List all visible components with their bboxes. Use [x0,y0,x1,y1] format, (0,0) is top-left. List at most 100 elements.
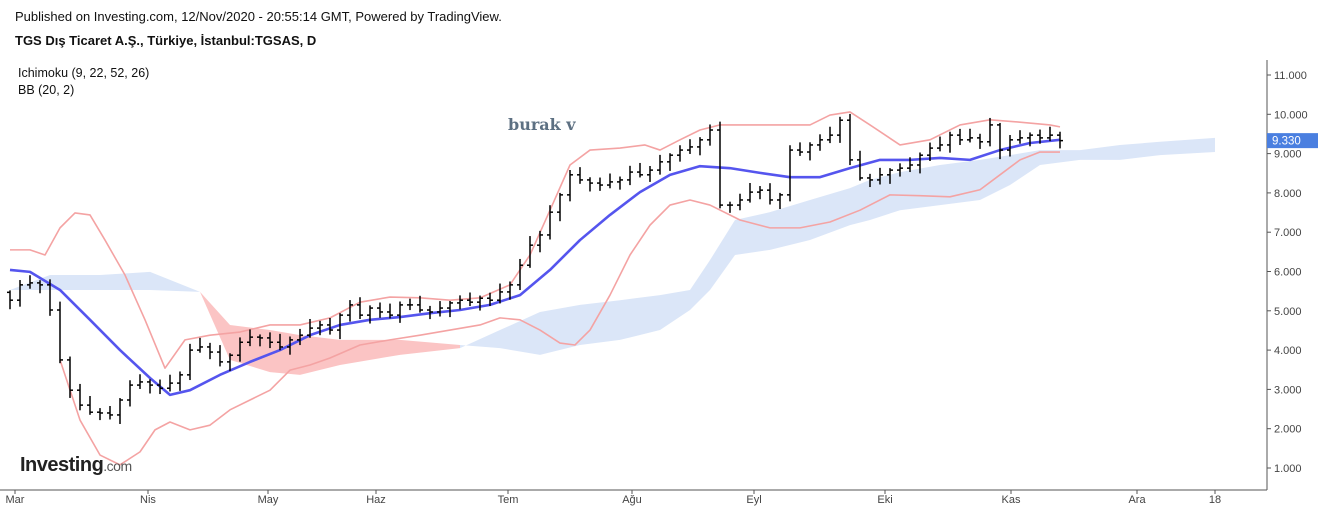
cloud-segment [940,159,980,206]
indicator-ichimoku[interactable]: Ichimoku (9, 22, 52, 26) [18,66,150,80]
x-tick-label: Mar [6,494,25,506]
ohlc-bar [637,162,643,178]
chart-title: TGS Dış Ticaret A.Ş., Türkiye, İstanbul:… [15,33,317,48]
ohlc-bar [827,126,833,144]
ohlc-bar [1047,126,1053,142]
bb-basis-line [9,138,1061,397]
x-tick-label: Kas [1002,494,1021,506]
ohlc-bar [607,173,613,189]
y-tick-label: 6.000 [1274,267,1302,279]
ohlc-bar [957,128,963,146]
ohlc-bar [927,142,933,161]
ohlc-bar [347,300,353,322]
y-tick-label: 1.000 [1274,463,1302,475]
ohlc-bar [287,336,293,355]
investing-logo: Investing.com [20,454,132,476]
ohlc-bar [677,145,683,162]
ohlc-bar [757,186,763,200]
ohlc-bar [207,342,213,360]
ohlc-bar [117,398,123,424]
ohlc-bar [807,142,813,161]
ohlc-bar [987,117,993,147]
cloud-segment [1080,144,1120,160]
ohlc-bar [147,379,153,394]
cloud-segment [810,188,850,241]
x-tick-label: Nis [140,494,156,506]
ohlc-bar [967,128,973,143]
ohlc-bar [917,152,923,174]
ohlc-bar [317,320,323,336]
cloud-segment [870,172,900,221]
x-tick-label: Ara [1128,494,1146,506]
ohlc-bar [587,177,593,192]
ohlc-bar [507,281,513,300]
ohlc-bar [907,157,913,173]
cloud-segment [400,339,460,355]
indicator-bb[interactable]: BB (20, 2) [18,83,75,97]
ohlc-bar [867,173,873,188]
ohlc-bar [27,275,33,289]
ohlc-bar [337,313,343,340]
ohlc-bar [107,406,113,420]
ohlc-bar [277,333,283,351]
ohlc-bar [127,380,133,407]
y-tick-label: 2.000 [1274,424,1302,436]
cloud-segment [690,260,710,311]
ohlc-bar [687,139,693,154]
svg-text:9.330: 9.330 [1272,136,1301,148]
ohlc-bar [887,168,893,184]
ohlc-bar [177,371,183,391]
ohlc-bar [647,165,653,182]
ohlc-bar [997,122,1003,160]
ohlc-bar [377,302,383,318]
y-tick-label: 3.000 [1274,384,1302,396]
cloud-segment [1120,141,1160,160]
ohlc-bar [367,305,373,324]
ohlc-bar [897,163,903,177]
author-annotation: burak v [508,115,576,134]
cloud-segment [900,164,940,211]
x-tick-label: Haz [366,494,386,506]
cloud-segment [1040,150,1080,165]
y-axis: 1.000 2.000 3.000 4.000 5.000 6.000 7.000 8.000… [1267,70,1308,475]
ohlc-bar [437,301,443,317]
x-tick-label: 18 [1209,494,1221,506]
cloud-segment [735,212,770,255]
ohlc-bar [797,142,803,156]
bb-lower-line [59,151,1060,466]
cloud-segment [340,339,400,366]
ohlc-bar [1007,135,1013,157]
x-tick-label: Eyl [746,494,761,506]
x-tick-label: May [258,494,279,506]
ohlc-bar [747,183,753,203]
ohlc-bar [407,298,413,311]
ohlc-bar [847,113,853,166]
ohlc-bar [1017,130,1023,144]
ohlc-bar [557,192,563,222]
ohlc-bar [1027,132,1033,147]
cloud-segment [1160,137,1215,156]
cloud-segment [50,275,100,290]
x-tick-label: Ağu [622,494,642,506]
ohlc-bar [417,295,423,313]
ohlc-bar [947,131,953,153]
y-tick-label: 9.000 [1274,149,1302,161]
ohlc-bar [47,279,53,316]
ohlc-bar [567,169,573,202]
ohlc-bar [247,329,253,347]
ohlc-bar [217,345,223,367]
ohlc-bar [977,133,983,149]
cloud-segment [850,179,870,226]
ohlc-bar [737,193,743,211]
x-tick-label: Tem [498,494,519,506]
ohlc-bar [817,134,823,151]
ohlc-bar [497,283,503,304]
ohlc-bar [237,337,243,362]
cloud-segment [620,295,660,340]
ohlc-bar [1037,129,1043,144]
ohlc-bar [227,353,233,371]
cloud-segment [580,300,620,345]
y-tick-label: 7.000 [1274,227,1302,239]
ohlc-bar [577,167,583,184]
